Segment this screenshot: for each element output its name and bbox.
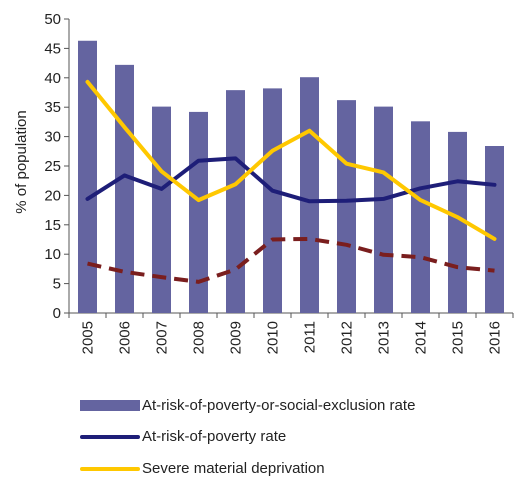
y-tick-label: 45 xyxy=(44,40,61,57)
poverty-rate-line xyxy=(85,156,497,204)
x-tick-label: 2008 xyxy=(191,321,208,354)
bar xyxy=(411,121,430,313)
y-tick-label: 25 xyxy=(44,158,61,175)
x-tick-label: 2010 xyxy=(265,321,282,354)
x-tick-label: 2007 xyxy=(154,321,171,354)
bar xyxy=(263,88,282,313)
y-tick-label: 35 xyxy=(44,99,61,116)
x-tick-label: 2009 xyxy=(228,321,245,354)
y-tick-label: 30 xyxy=(44,129,61,146)
bar xyxy=(300,77,319,313)
x-tick-label: 2016 xyxy=(487,321,504,354)
dashed-series-line xyxy=(87,236,495,284)
y-axis-label: % of population xyxy=(13,110,30,213)
legend-item-deprivation: Severe material deprivation xyxy=(80,460,325,477)
y-tick-label: 20 xyxy=(44,187,61,204)
legend-label: At-risk-of-poverty rate xyxy=(142,428,287,445)
bar xyxy=(226,90,245,313)
bar xyxy=(337,100,356,313)
x-tick-label: 2014 xyxy=(413,321,430,354)
deprivation-line xyxy=(85,79,497,241)
legend-label: At-risk-of-poverty-or-social-exclusion r… xyxy=(142,397,416,414)
legend-swatch-deprivation xyxy=(80,466,140,471)
legend-swatch-bar xyxy=(80,400,140,411)
y-tick-label: 10 xyxy=(44,246,61,263)
bar xyxy=(152,106,171,313)
y-tick-label: 50 xyxy=(44,11,61,28)
bar xyxy=(78,40,97,313)
y-tick-label: 5 xyxy=(53,276,61,293)
bar xyxy=(374,106,393,313)
plot-area: 0 5 10 15 20 25 30 35 40 45 50 2005 2006 2007 2008 2009… xyxy=(44,11,514,354)
legend-label: Severe material deprivation xyxy=(142,460,325,477)
legend-swatch-poverty xyxy=(80,434,140,439)
x-tick-label: 2006 xyxy=(117,321,134,354)
x-tick-label: 2005 xyxy=(80,321,97,354)
x-tick-label: 2015 xyxy=(450,321,467,354)
y-tick-label: 40 xyxy=(44,70,61,87)
legend-item-bar: At-risk-of-poverty-or-social-exclusion r… xyxy=(80,397,415,414)
bar xyxy=(115,64,134,313)
legend-item-poverty: At-risk-of-poverty rate xyxy=(80,428,286,445)
y-tick-label: 0 xyxy=(53,305,61,322)
x-tick-label: 2013 xyxy=(376,321,393,354)
chart: 0 5 10 15 20 25 30 35 40 45 50 2005 2006 2007 2008 2009… xyxy=(13,11,514,354)
x-tick-label: 2012 xyxy=(339,321,356,354)
x-tick-label: 2011 xyxy=(302,321,319,353)
y-tick-label: 15 xyxy=(44,217,61,234)
bar xyxy=(485,146,504,313)
